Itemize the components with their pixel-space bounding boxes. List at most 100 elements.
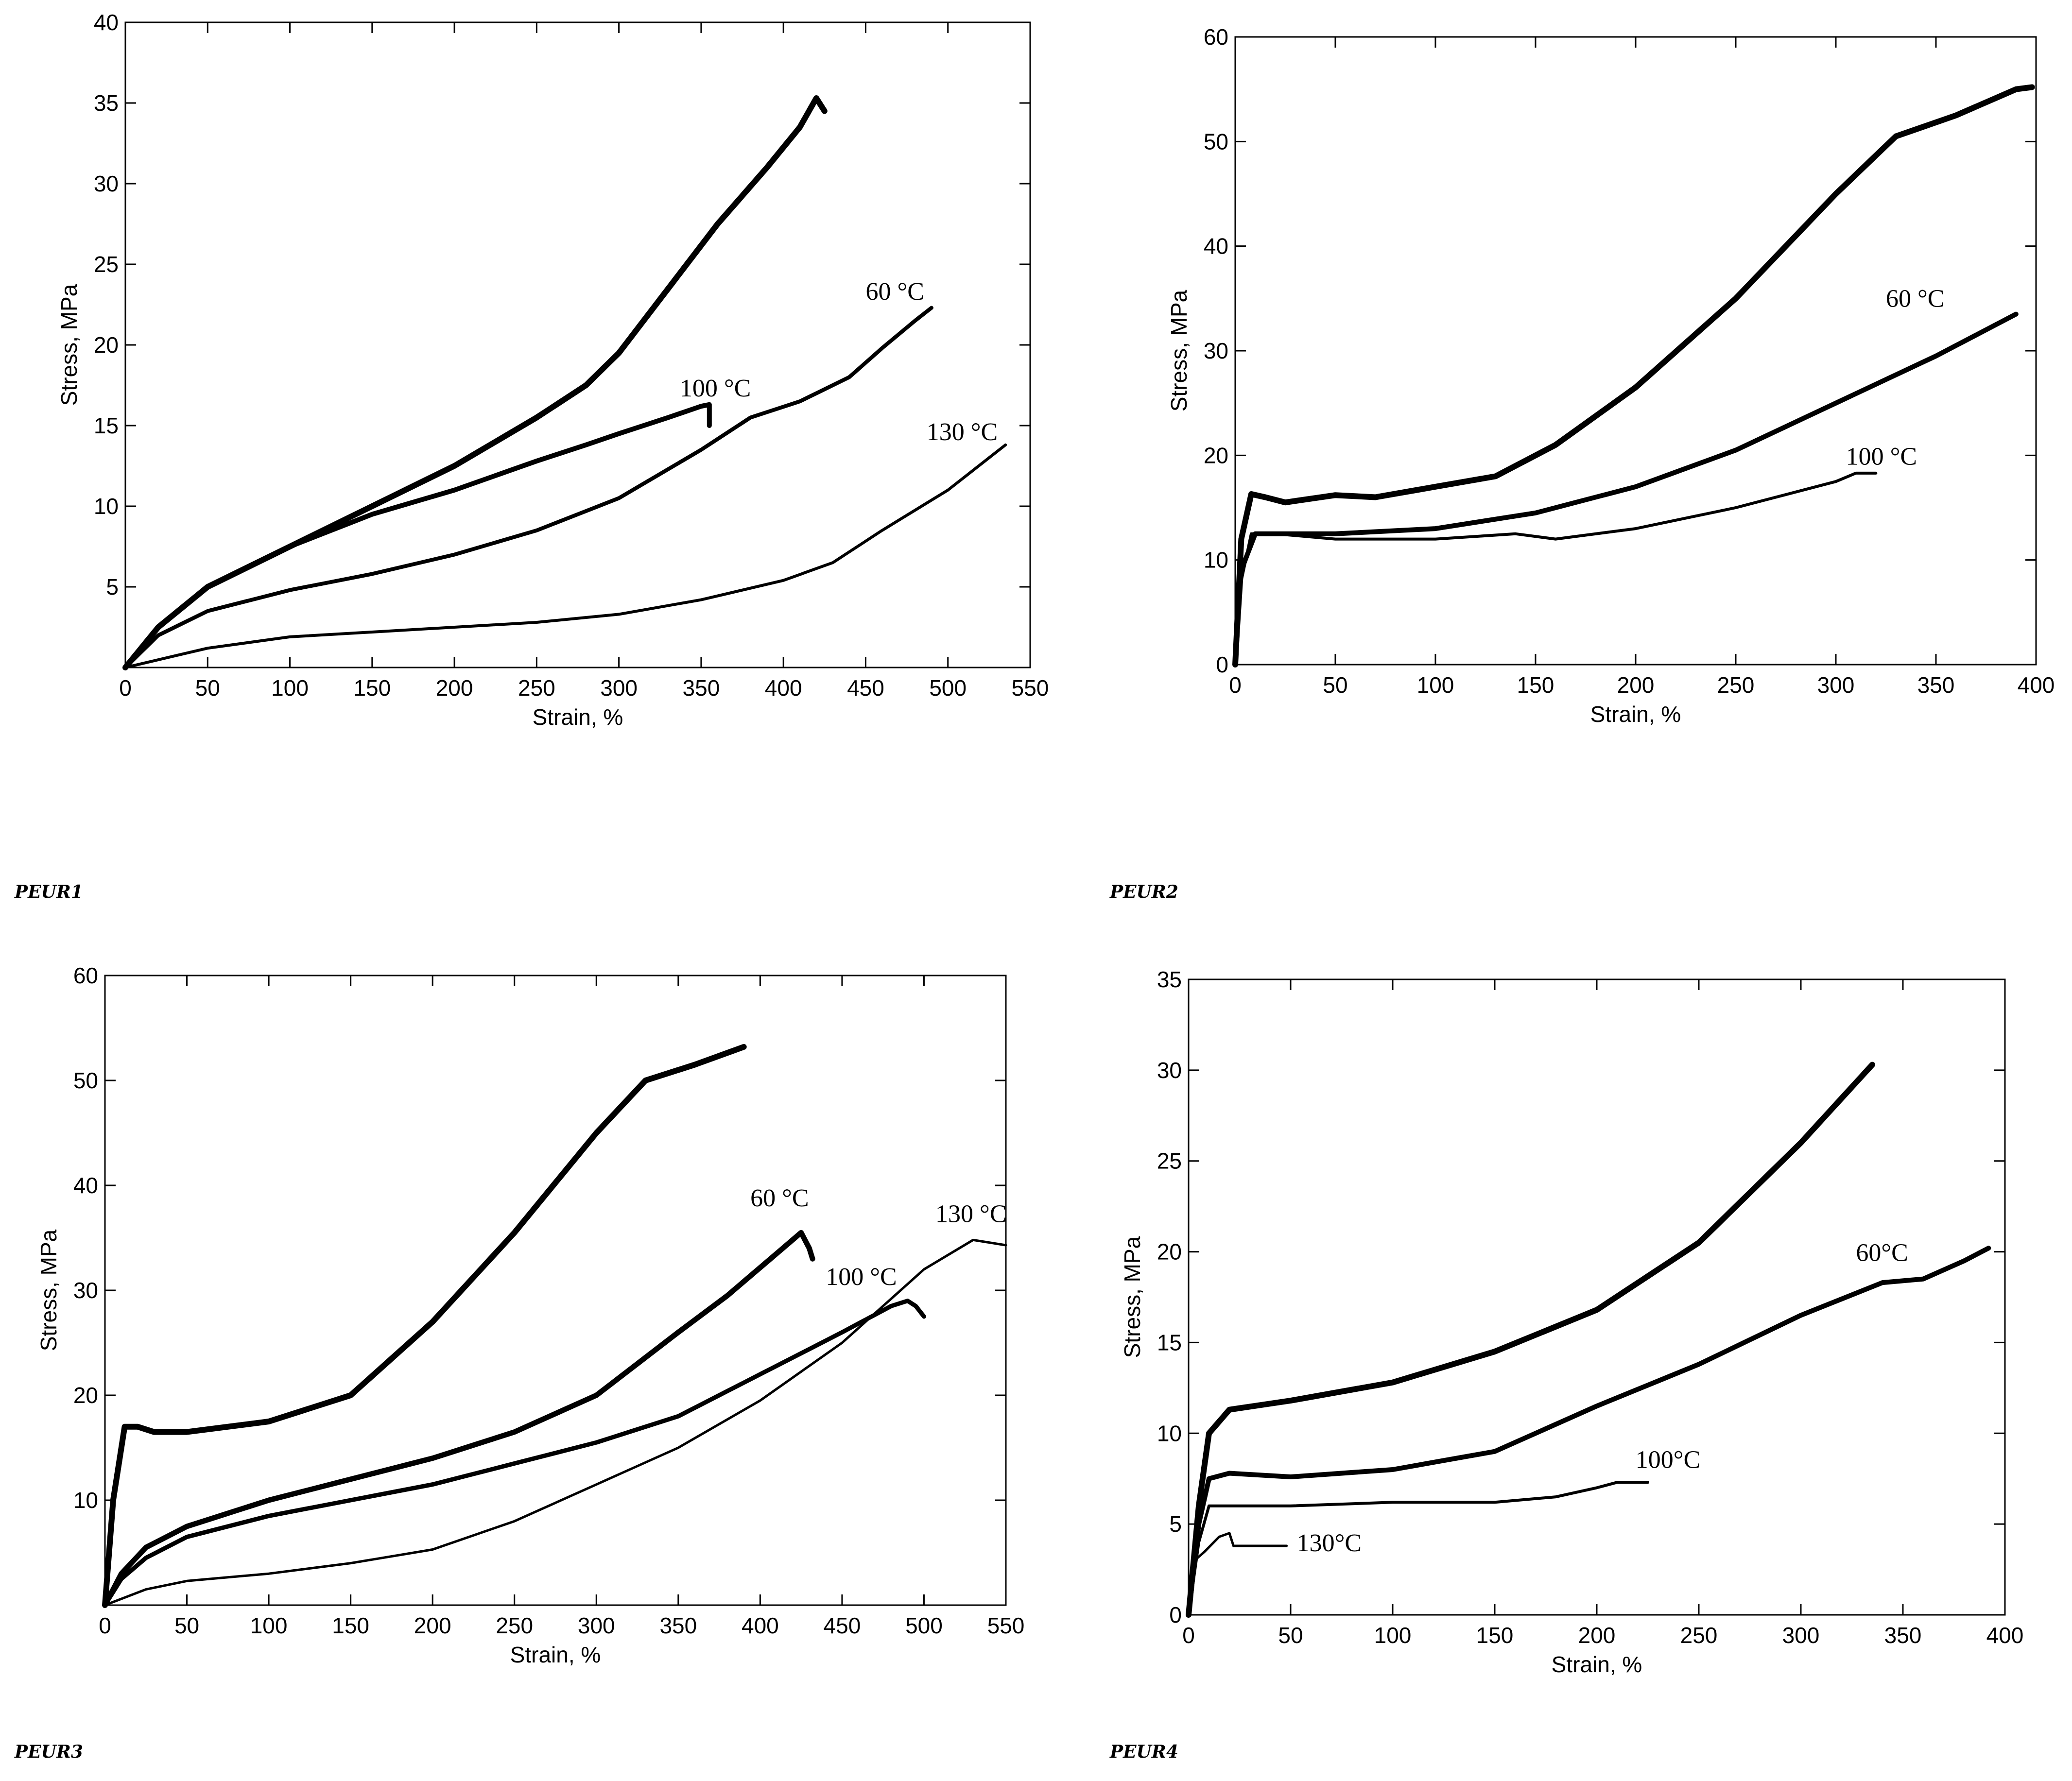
x-tick-label: 500	[929, 675, 967, 701]
x-tick-label: 400	[2018, 672, 2055, 698]
series-line	[123, 306, 933, 669]
series-annotation: 60°C	[1856, 1239, 1908, 1267]
y-tick-label: 10	[1204, 548, 1228, 573]
x-tick-label: 450	[847, 675, 884, 701]
y-tick-label: 15	[1157, 1330, 1182, 1355]
series-annotation: 100 °C	[826, 1263, 897, 1291]
y-tick-label: 60	[73, 963, 98, 988]
x-tick-label: 300	[1782, 1623, 1820, 1648]
y-tick-label: 20	[73, 1383, 98, 1408]
x-tick-label: 400	[742, 1613, 779, 1638]
y-axis-label: Stress, MPa	[36, 1229, 61, 1351]
series-line	[1234, 471, 1878, 666]
series-line	[123, 402, 712, 670]
y-axis-label: Stress, MPa	[56, 284, 82, 406]
x-tick-label: 300	[1817, 672, 1855, 698]
x-tick-label: 550	[1012, 675, 1049, 701]
y-tick-label: 25	[94, 252, 119, 277]
y-tick-label: 50	[73, 1068, 98, 1093]
series-annotation: 60 °C	[1886, 285, 1944, 313]
series-line	[124, 443, 1007, 669]
x-tick-label: 100	[271, 675, 309, 701]
series-annotation: 130 °C	[935, 1200, 1006, 1228]
x-tick-label: 300	[600, 675, 638, 701]
y-tick-label: 30	[1157, 1058, 1182, 1083]
y-axis-label: Stress, MPa	[1166, 290, 1191, 411]
x-tick-label: 100	[1374, 1623, 1412, 1648]
chart-panel-peur2: 0 50 100 150 200 250 300 350 400 0 10 20 30 40 50 60 60…	[1109, 24, 2055, 902]
series-annotation: 100 °C	[1846, 443, 1917, 471]
x-tick-label: 550	[987, 1613, 1025, 1638]
y-tick-label: 40	[1204, 234, 1228, 259]
panel-caption: PEUR1	[14, 882, 83, 902]
panel-caption: PEUR3	[14, 1742, 83, 1762]
y-tick-label: 10	[1157, 1421, 1182, 1446]
panel-caption: PEUR2	[1109, 882, 1178, 902]
series-line	[102, 1230, 815, 1608]
x-tick-label: 150	[1476, 1623, 1514, 1648]
y-tick-label: 20	[94, 332, 119, 358]
x-tick-label: 400	[765, 675, 802, 701]
x-tick-label: 0	[1229, 672, 1242, 698]
x-tick-label: 150	[1517, 672, 1554, 698]
x-tick-label: 200	[1617, 672, 1655, 698]
x-tick-label: 400	[1986, 1623, 2024, 1648]
series-annotation: 60 °C	[865, 278, 924, 306]
y-tick-label: 30	[1204, 338, 1228, 363]
chart-panel-peur4: 0 50 100 150 200 250 300 350 400 0 5 10 15 20 25 30 35 6…	[1109, 967, 2023, 1762]
x-axis-label: Strain, %	[1590, 702, 1681, 727]
x-tick-label: 50	[1278, 1623, 1303, 1648]
x-tick-label: 350	[1917, 672, 1955, 698]
x-tick-label: 50	[195, 675, 220, 701]
y-tick-label: 30	[73, 1278, 98, 1303]
series-line	[1187, 1481, 1649, 1616]
y-tick-label: 0	[1169, 1602, 1182, 1627]
series-line	[103, 1299, 926, 1608]
series-line	[1186, 1246, 1991, 1617]
series-annotation: 130 °C	[927, 418, 998, 446]
y-tick-label: 60	[1204, 24, 1228, 50]
x-tick-label: 200	[414, 1613, 451, 1638]
series-annotation: 100 °C	[680, 375, 751, 402]
x-tick-label: 100	[1417, 672, 1454, 698]
y-tick-label: 0	[1216, 652, 1228, 677]
y-tick-label: 35	[94, 90, 119, 116]
series-annotation: 60 °C	[750, 1184, 809, 1212]
x-tick-label: 450	[824, 1613, 861, 1638]
x-tick-label: 250	[518, 675, 555, 701]
x-tick-label: 300	[578, 1613, 615, 1638]
chart-panel-peur1: 0 50 100 150 200 250 300 350 400 450 500 550 5 10 15 20…	[14, 10, 1049, 902]
y-tick-label: 35	[1157, 967, 1182, 992]
x-tick-label: 100	[250, 1613, 288, 1638]
y-axis-label: Stress, MPa	[1120, 1236, 1145, 1358]
y-tick-label: 40	[94, 10, 119, 35]
x-tick-label: 250	[496, 1613, 533, 1638]
y-tick-label: 25	[1157, 1148, 1182, 1174]
y-tick-label: 10	[73, 1488, 98, 1513]
y-tick-label: 5	[106, 574, 119, 599]
x-axis-label: Strain, %	[533, 704, 623, 730]
x-tick-label: 250	[1680, 1623, 1718, 1648]
x-tick-label: 0	[119, 675, 132, 701]
series-line	[1232, 84, 2035, 668]
y-tick-label: 30	[94, 171, 119, 196]
x-tick-label: 350	[1884, 1623, 1922, 1648]
x-tick-label: 150	[332, 1613, 369, 1638]
series-line	[104, 1238, 1007, 1607]
series-line	[1187, 1532, 1288, 1616]
x-axis-label: Strain, %	[1552, 1652, 1642, 1677]
y-tick-label: 20	[1157, 1239, 1182, 1265]
y-tick-label: 10	[94, 494, 119, 519]
series-annotation: 130°C	[1297, 1529, 1362, 1557]
x-tick-label: 500	[905, 1613, 943, 1638]
y-tick-label: 40	[73, 1173, 98, 1198]
x-tick-label: 350	[683, 675, 720, 701]
x-axis-label: Strain, %	[510, 1642, 601, 1667]
series-annotation: 100°C	[1636, 1446, 1700, 1473]
y-tick-label: 50	[1204, 129, 1228, 154]
x-tick-label: 150	[353, 675, 391, 701]
y-tick-label: 20	[1204, 443, 1228, 468]
x-tick-label: 50	[174, 1613, 199, 1638]
series-line	[1186, 1062, 1875, 1618]
